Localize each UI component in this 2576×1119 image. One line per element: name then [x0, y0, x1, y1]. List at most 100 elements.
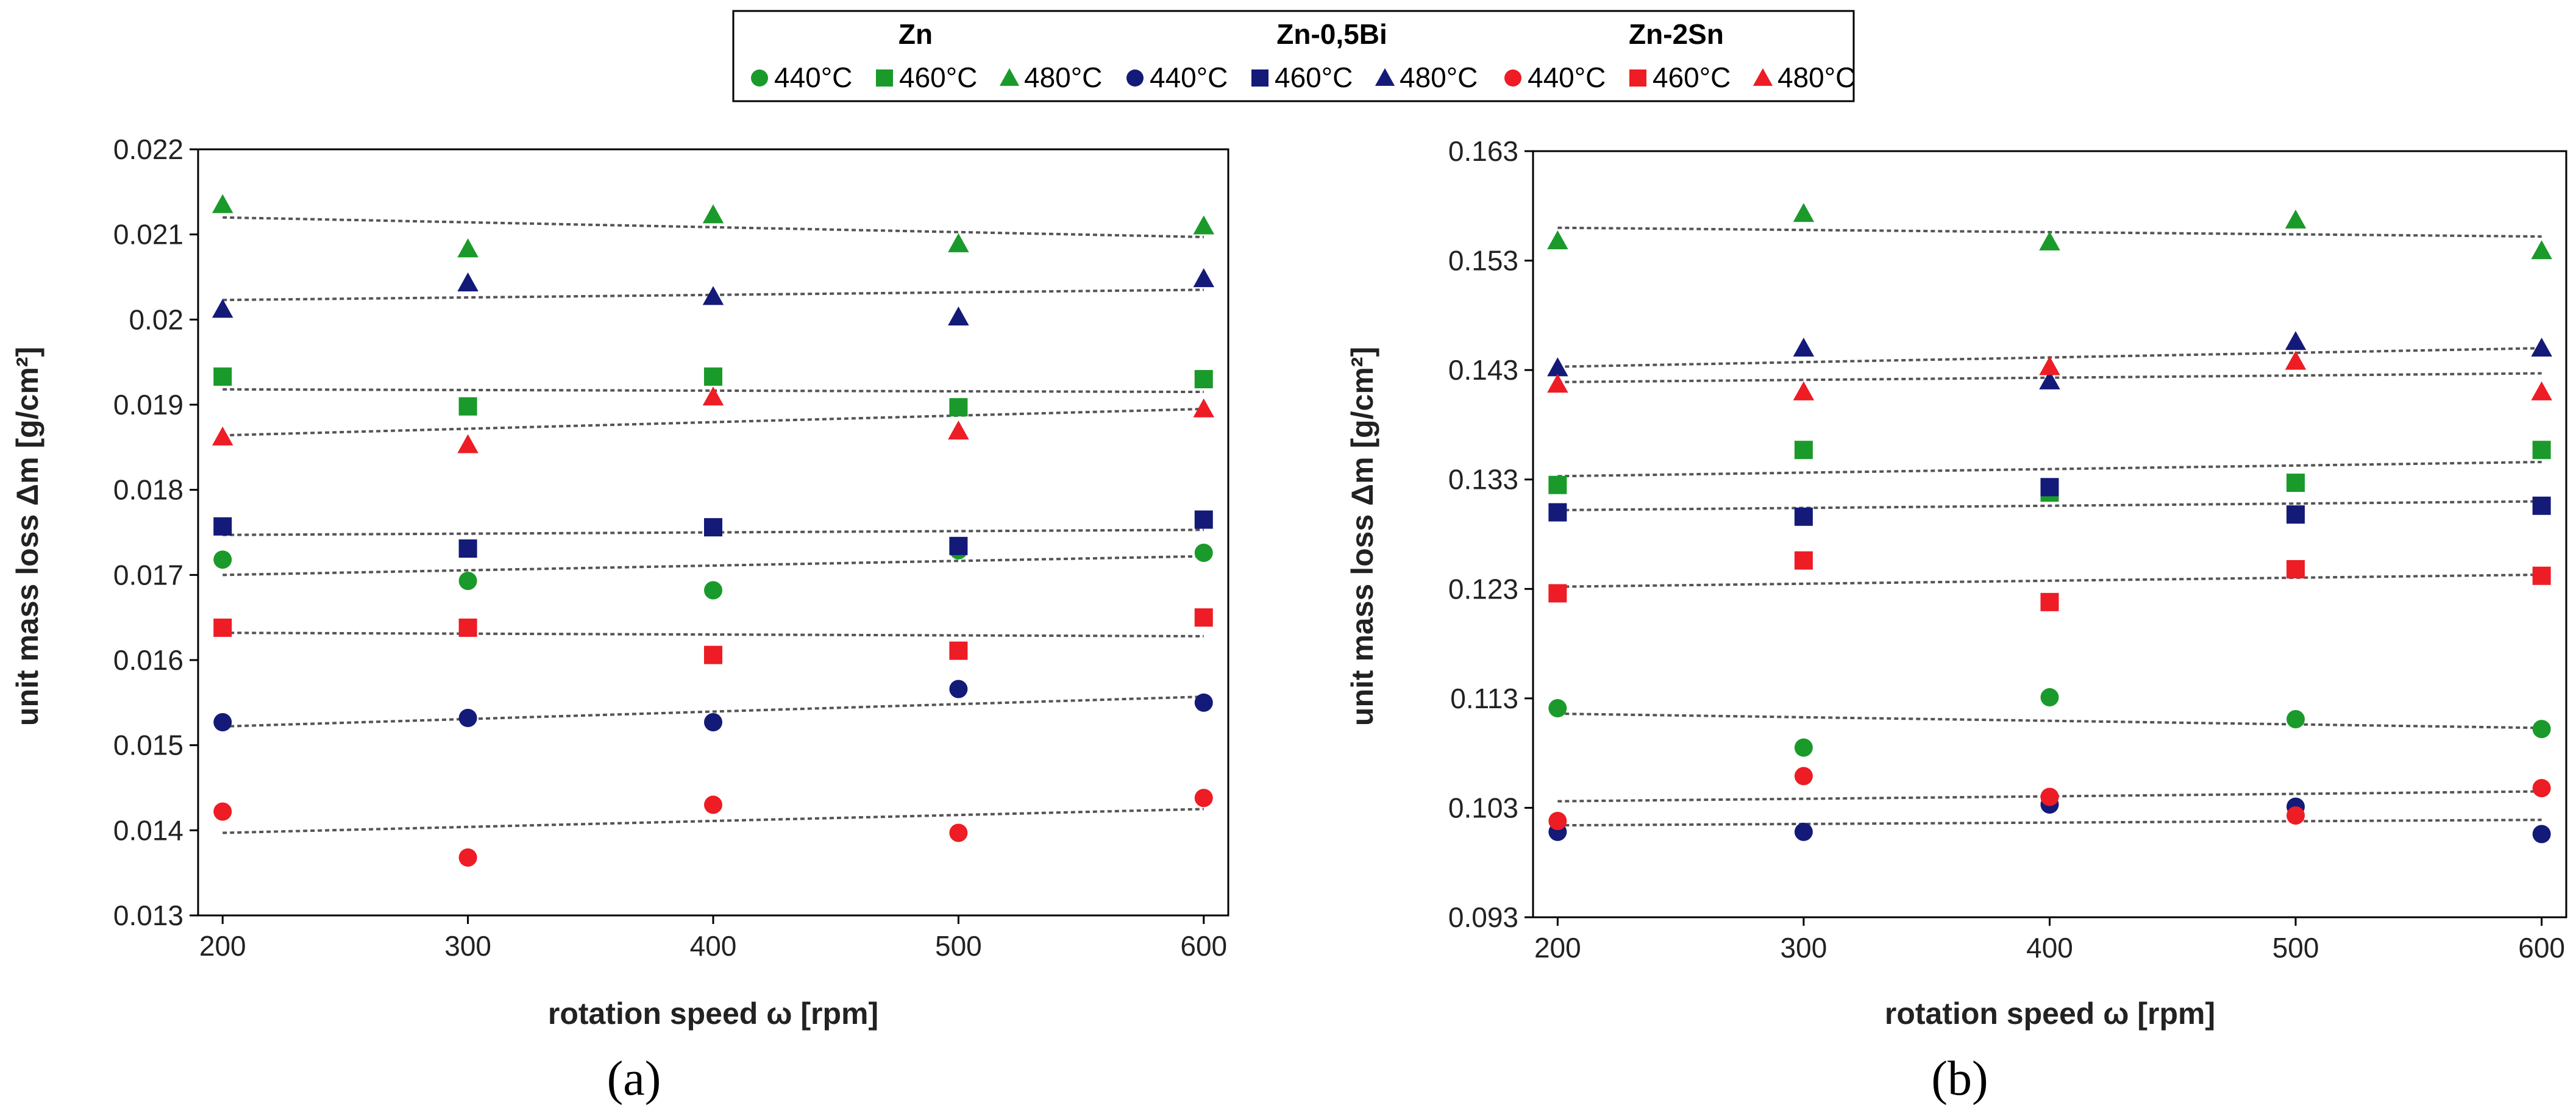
y-tick-label: 0.017: [113, 559, 183, 591]
data-point-circle: [213, 712, 232, 731]
data-point-circle: [458, 708, 477, 727]
y-tick-label: 0.016: [113, 644, 183, 676]
legend-marker-triangle: [999, 68, 1020, 86]
legend-marker-circle: [1504, 69, 1521, 87]
trendlines-b: [1557, 226, 2542, 827]
trendline: [222, 555, 1204, 577]
legend-entry-label: 460°C: [1653, 62, 1731, 93]
data-point-triangle: [702, 204, 724, 224]
data-point-square: [1548, 503, 1567, 522]
data-point-square: [949, 641, 968, 660]
data-point-triangle: [2531, 381, 2552, 400]
data-point-triangle: [457, 272, 479, 292]
data-point-square: [458, 397, 477, 416]
chart-panel-b: 0.093 0.103 0.113 0.123 0.133 0.143 0.153 0.163…: [1345, 135, 2567, 1106]
data-point-square: [2286, 505, 2305, 524]
data-point-square: [213, 367, 232, 386]
legend-entry-label: 480°C: [1024, 62, 1102, 93]
trendline: [1557, 460, 2542, 478]
x-tick-label: 600: [1180, 930, 1227, 962]
y-tick-label: 0.015: [113, 730, 183, 761]
data-point-circle: [2286, 709, 2305, 728]
data-point-square: [2286, 560, 2305, 578]
data-point-square: [949, 536, 968, 555]
data-point-triangle: [212, 426, 233, 446]
data-point-square: [704, 518, 722, 537]
y-tick-label: 0.123: [1448, 573, 1518, 605]
legend-entry-label: 480°C: [1400, 62, 1478, 93]
data-point-circle: [2040, 688, 2059, 707]
data-point-circle: [704, 712, 722, 731]
data-point-triangle: [1193, 268, 1215, 288]
trendline: [1557, 573, 2542, 588]
data-point-square: [2286, 474, 2305, 492]
data-point-triangle: [948, 233, 969, 252]
y-axis-label-b: unit mass loss Δm [g/cm²]: [1345, 347, 1379, 726]
data-point-triangle: [2285, 331, 2307, 350]
panel-label-a: (a): [607, 1052, 661, 1106]
data-point-circle: [949, 680, 968, 698]
data-point-circle: [2040, 787, 2059, 806]
legend-group-zn-bi: Zn-0,5Bi: [1276, 18, 1387, 50]
y-axis-label-a: unit mass loss Δm [g/cm²]: [10, 347, 44, 726]
data-point-square: [704, 645, 722, 664]
data-point-square: [1194, 370, 1213, 389]
trendline: [1557, 819, 2542, 827]
data-point-square: [458, 618, 477, 637]
points-a: [212, 194, 1215, 867]
data-point-square: [1548, 584, 1567, 603]
data-point-square: [1794, 507, 1813, 526]
legend-entry-label: 440°C: [1528, 62, 1606, 93]
y-tick-label: 0.018: [113, 474, 183, 506]
x-tick-label: 400: [690, 930, 737, 962]
trendline: [222, 407, 1204, 437]
y-tick-label: 0.014: [113, 814, 183, 846]
data-point-triangle: [1547, 374, 1568, 393]
data-point-triangle: [2039, 231, 2060, 250]
y-tick-label: 0.013: [113, 900, 183, 931]
data-point-square: [2040, 478, 2059, 497]
data-point-triangle: [1193, 215, 1215, 235]
trendline: [1557, 712, 2542, 730]
trendline: [1557, 500, 2542, 511]
data-point-triangle: [948, 306, 969, 325]
y-ticks-b: 0.093 0.103 0.113 0.123 0.133 0.143 0.153 0.163: [1448, 135, 1533, 933]
y-tick-label: 0.163: [1448, 135, 1518, 167]
data-point-triangle: [948, 421, 969, 440]
data-point-square: [458, 539, 477, 558]
data-point-square: [2532, 566, 2551, 585]
trendline: [222, 695, 1204, 728]
legend-group-zn: Zn: [898, 18, 933, 50]
data-point-circle: [704, 795, 722, 814]
data-point-triangle: [1793, 203, 1815, 222]
x-axis-label-b: rotation speed ω [rpm]: [1885, 996, 2215, 1031]
legend-group-zn-sn: Zn-2Sn: [1629, 18, 1724, 50]
data-point-triangle: [457, 434, 479, 453]
x-tick-label: 600: [2518, 932, 2565, 964]
data-point-square: [1794, 551, 1813, 570]
y-tick-label: 0.113: [1450, 683, 1518, 714]
data-point-circle: [1794, 767, 1813, 786]
data-point-triangle: [212, 299, 233, 318]
data-point-circle: [1194, 789, 1213, 808]
y-tick-label: 0.103: [1448, 792, 1518, 823]
data-point-circle: [458, 572, 477, 591]
legend-marker-triangle: [1375, 68, 1395, 86]
data-point-circle: [1194, 693, 1213, 712]
legend-entry-label: 440°C: [774, 62, 852, 93]
data-point-circle: [2532, 779, 2551, 798]
data-point-triangle: [2285, 350, 2307, 370]
data-point-square: [1548, 475, 1567, 494]
y-tick-label: 0.019: [113, 389, 183, 421]
x-tick-label: 500: [2272, 932, 2319, 964]
legend: Zn Zn-0,5Bi Zn-2Sn 440°C 460°C 480°C 440°C 4…: [732, 10, 1856, 102]
data-point-circle: [458, 848, 477, 867]
trendline: [222, 808, 1204, 834]
data-point-square: [213, 618, 232, 637]
data-point-triangle: [2039, 356, 2060, 375]
legend-entry-label: 460°C: [899, 62, 977, 93]
x-tick-label: 300: [1781, 932, 1827, 964]
data-point-triangle: [2531, 337, 2552, 357]
data-point-triangle: [2285, 209, 2307, 229]
